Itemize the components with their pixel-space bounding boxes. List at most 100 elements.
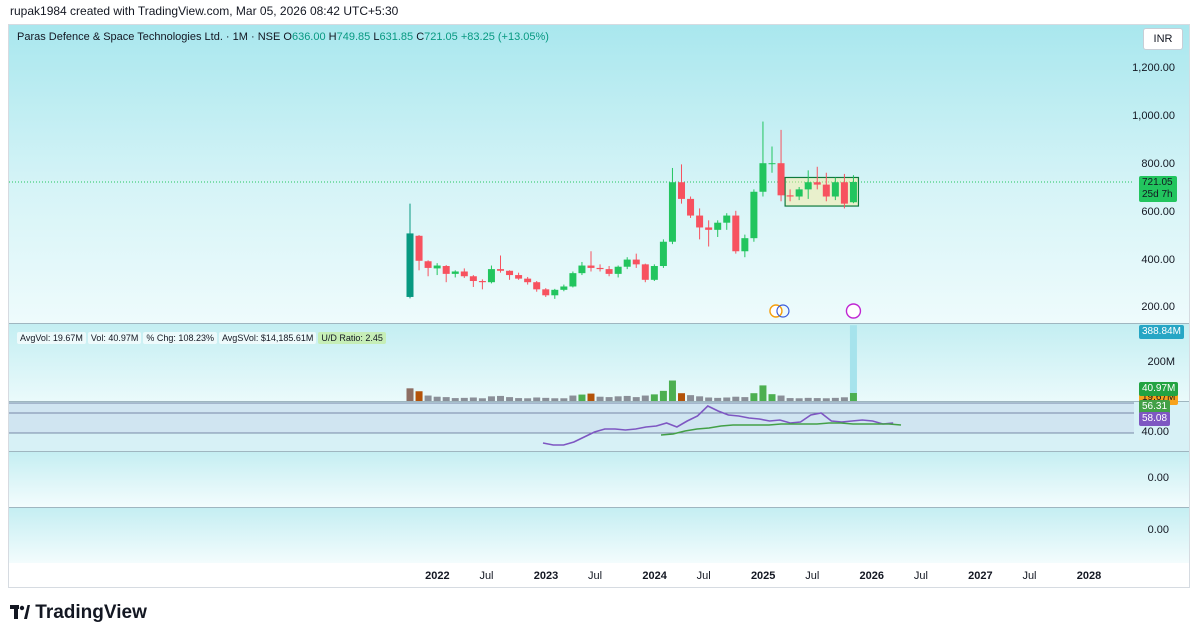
- candle-body: [795, 189, 803, 197]
- chart-frame[interactable]: Paras Defence & Space Technologies Ltd. …: [8, 24, 1190, 588]
- candle-body: [623, 259, 631, 267]
- candle-body: [723, 215, 731, 223]
- price-pane[interactable]: [9, 25, 1189, 323]
- volume-bar: [795, 398, 803, 401]
- pane-separator[interactable]: [9, 507, 1189, 508]
- ud-ratio-label: U/D Ratio: 2.45: [318, 332, 386, 344]
- pct-chg-label: % Chg: 108.23%: [143, 332, 217, 344]
- low-value: 631.85: [379, 31, 414, 43]
- volume-bar: [741, 397, 749, 401]
- avgvol-label: AvgVol: 19.67M: [17, 332, 86, 344]
- candle-body: [451, 271, 459, 274]
- countdown-tag: 25d 7h: [1142, 189, 1173, 200]
- rsi-pane[interactable]: [9, 401, 1189, 451]
- high-label: H: [328, 31, 337, 43]
- open-value: 636.00: [291, 31, 326, 43]
- dividend-icon: [769, 304, 783, 318]
- time-tick: Jul: [588, 570, 603, 582]
- indicator-pane-4[interactable]: [9, 507, 1189, 563]
- candle-body: [849, 181, 857, 203]
- candle-body: [460, 271, 468, 277]
- symbol-legend[interactable]: Paras Defence & Space Technologies Ltd. …: [17, 31, 549, 43]
- time-tick: Jul: [805, 570, 820, 582]
- volume-bar: [524, 398, 532, 401]
- time-tick: 2027: [968, 570, 993, 582]
- candle-body: [487, 269, 495, 283]
- rsi-line: [542, 405, 894, 446]
- candle-body: [415, 235, 423, 261]
- change-value: +83.25 (+13.05%): [460, 31, 549, 43]
- volume-bar: [759, 385, 767, 401]
- candle-body: [542, 289, 550, 296]
- pane-separator[interactable]: [9, 401, 1189, 402]
- volume-bar: [451, 398, 459, 401]
- volume-bar: [714, 397, 722, 401]
- indicator-pane-3[interactable]: [9, 451, 1189, 507]
- volume-bar: [668, 380, 676, 401]
- candle-body: [678, 182, 685, 199]
- candle-body: [705, 227, 713, 230]
- volume-bar: [804, 397, 812, 401]
- volume-bar: [705, 397, 713, 401]
- volume-bar: [659, 390, 667, 401]
- chart-svg: [9, 121, 1134, 446]
- candle-body: [551, 289, 559, 296]
- volume-bar: [813, 398, 821, 401]
- volume-bar: [596, 396, 604, 401]
- candle-body: [560, 286, 568, 290]
- candle-body: [497, 269, 504, 271]
- candle-body: [732, 215, 740, 252]
- volume-bar: [542, 397, 550, 401]
- candle-body: [632, 259, 640, 265]
- volume-bar: [560, 398, 568, 401]
- candle-body: [831, 182, 839, 197]
- candle-body: [777, 163, 785, 196]
- open-label: O: [283, 31, 292, 43]
- candle-body: [786, 195, 794, 197]
- candle-body: [668, 182, 676, 242]
- candle-body: [641, 264, 649, 280]
- rsi-ma-line: [660, 422, 902, 436]
- volume-bar: [750, 393, 758, 401]
- volume-bar: [777, 395, 785, 401]
- time-tick: Jul: [479, 570, 494, 582]
- rsi-tick: 40.00: [1141, 426, 1169, 438]
- volume-bar: [533, 397, 541, 401]
- candle-body: [759, 163, 767, 192]
- close-value: 721.05: [424, 31, 458, 43]
- current-price-tag: 721.05: [1142, 177, 1173, 188]
- pane-separator[interactable]: [9, 323, 1189, 324]
- volume-bar: [623, 395, 631, 401]
- candle-body: [659, 241, 667, 267]
- volume-bar: [506, 397, 514, 401]
- volume-bar: [551, 398, 559, 401]
- volume-bar: [641, 395, 649, 401]
- volume-bar: [650, 394, 658, 401]
- candle-body: [840, 182, 848, 204]
- price-tick: 200.00: [1141, 301, 1175, 313]
- candle-body: [650, 266, 658, 280]
- volume-bar: [433, 396, 441, 401]
- volume-legend[interactable]: AvgVol: 19.67M Vol: 40.97M% Chg: 108.23% A…: [17, 332, 388, 344]
- volume-bar: [578, 394, 586, 401]
- symbol-name[interactable]: Paras Defence & Space Technologies Ltd. …: [17, 31, 281, 43]
- volume-bar: [605, 397, 613, 401]
- candle-body: [478, 281, 486, 283]
- volume-bar: [632, 397, 640, 401]
- pane-separator[interactable]: [9, 451, 1189, 452]
- pane3-tick: 0.00: [1147, 472, 1169, 484]
- volume-bar: [569, 395, 577, 401]
- time-tick: 2023: [533, 570, 559, 582]
- low-label: L: [373, 31, 380, 43]
- currency-button[interactable]: INR: [1143, 28, 1183, 50]
- time-tick: Jul: [696, 570, 711, 582]
- time-tick: Jul: [913, 570, 928, 582]
- candle-body: [714, 222, 722, 230]
- volume-bar: [840, 397, 848, 401]
- candle-body: [569, 273, 577, 287]
- volume-bar: [460, 397, 468, 401]
- candle-body: [822, 184, 830, 197]
- candle-body: [614, 266, 622, 274]
- volume-bar: [415, 391, 423, 401]
- time-tick: 2024: [642, 570, 667, 582]
